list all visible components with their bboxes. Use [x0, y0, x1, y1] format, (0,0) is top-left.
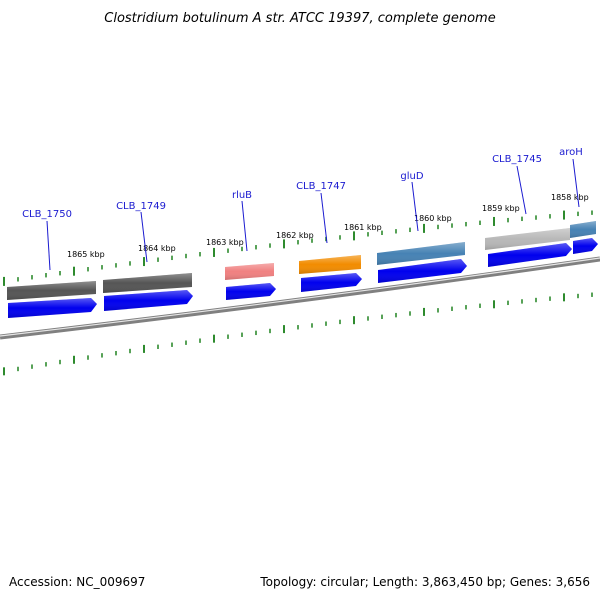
gene-label-clb1745[interactable]: CLB_1745	[492, 154, 542, 165]
cds-arrow-clb1750[interactable]	[8, 298, 97, 318]
outer-tick-ring	[3, 210, 593, 286]
gene-feature-glud[interactable]	[377, 242, 465, 265]
gene-bar-gloss	[299, 255, 361, 274]
genome-summary-text: Topology: circular; Length: 3,863,450 bp…	[259, 575, 590, 589]
cds-arrow-aroh[interactable]	[573, 238, 598, 254]
leader-line-rlub	[241, 200, 248, 252]
gene-feature-clb1745[interactable]	[485, 228, 570, 250]
gene-bar-gloss	[103, 273, 192, 293]
kbp-label-1859: 1859 kbp	[482, 204, 520, 213]
gene-bar-gloss	[570, 221, 596, 238]
cds-arrow-gloss	[104, 290, 193, 311]
leader-line-clb1749	[140, 211, 148, 263]
cds-arrow-clb1747[interactable]	[301, 273, 362, 292]
gene-feature-clb1750[interactable]	[7, 281, 96, 300]
cds-arrow-rlub[interactable]	[226, 283, 276, 300]
gene-label-rlub[interactable]: rluB	[232, 190, 252, 201]
cds-arrow-clb1749[interactable]	[104, 290, 193, 311]
map-title: Clostridium botulinum A str. ATCC 19397,…	[104, 11, 495, 26]
leader-line-aroh	[572, 158, 580, 208]
gene-label-aroh[interactable]: aroH	[559, 147, 583, 158]
cds-arrow-gloss	[573, 238, 598, 254]
kbp-label-1862: 1862 kbp	[276, 231, 314, 240]
gene-label-glud[interactable]: gluD	[400, 171, 423, 182]
gene-feature-aroh[interactable]	[570, 221, 596, 238]
kbp-label-1864: 1864 kbp	[138, 244, 176, 253]
cds-arrow-gloss	[378, 259, 467, 283]
gene-bar-gloss	[7, 281, 96, 300]
gene-label-clb1750[interactable]: CLB_1750	[22, 209, 72, 220]
leader-line-clb1750	[46, 220, 51, 271]
genome-backbone	[0, 256, 600, 340]
gene-label-clb1749[interactable]: CLB_1749	[116, 201, 166, 212]
accession-text: Accession: NC_009697	[9, 575, 145, 589]
leader-line-glud	[411, 181, 419, 232]
cds-arrow-glud[interactable]	[378, 259, 467, 283]
kbp-label-1861: 1861 kbp	[344, 223, 382, 232]
genome-backbone-highlight	[0, 257, 600, 337]
cds-arrow-gloss	[488, 243, 572, 267]
kbp-label-1860: 1860 kbp	[414, 214, 452, 223]
gene-bar-gloss	[225, 263, 274, 280]
leader-line-clb1747	[320, 192, 328, 244]
gene-label-clb1747[interactable]: CLB_1747	[296, 181, 346, 192]
gene-feature-rlub[interactable]	[225, 263, 274, 280]
leader-line-clb1745	[516, 165, 527, 215]
gene-bar-gloss	[377, 242, 465, 265]
kbp-label-1858: 1858 kbp	[551, 193, 589, 202]
cds-arrow-clb1745[interactable]	[488, 243, 572, 267]
cds-arrow-gloss	[301, 273, 362, 292]
gene-feature-clb1747[interactable]	[299, 255, 361, 274]
kbp-label-1865: 1865 kbp	[67, 250, 105, 259]
gene-feature-clb1749[interactable]	[103, 273, 192, 293]
cds-arrow-gloss	[226, 283, 276, 300]
inner-tick-ring	[3, 292, 593, 376]
cds-arrow-gloss	[8, 298, 97, 318]
kbp-label-1863: 1863 kbp	[206, 238, 244, 247]
gene-bar-gloss	[485, 228, 570, 250]
